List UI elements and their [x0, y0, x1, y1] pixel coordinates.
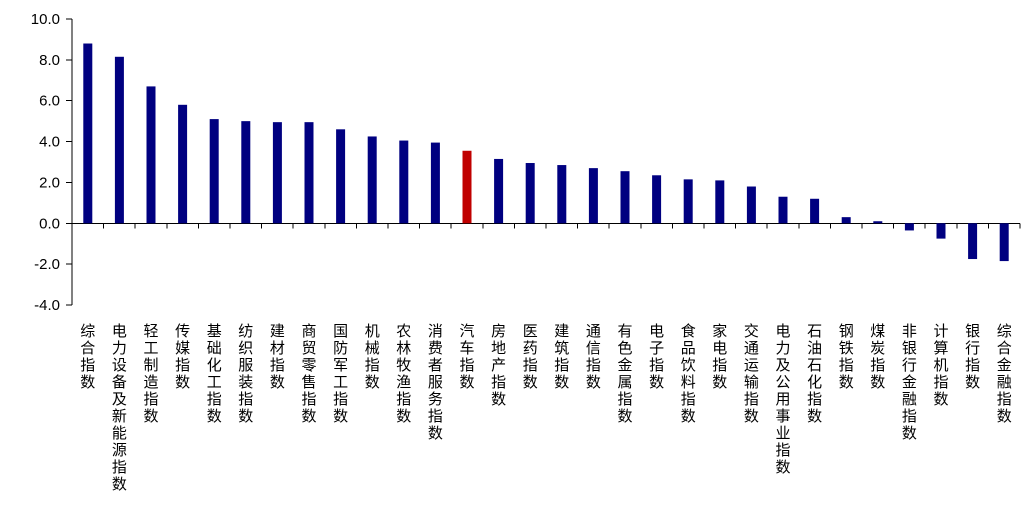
x-tick-label: 非银行金融指数	[902, 322, 917, 442]
bar-18	[620, 171, 630, 224]
x-tick-label: 纺织服装指数	[238, 322, 253, 425]
x-tick-label: 医药指数	[523, 322, 538, 391]
x-tick-label: 综合指数	[80, 322, 95, 391]
bar-3	[146, 86, 156, 224]
x-tick-label: 家电指数	[712, 322, 727, 391]
bar-26	[873, 221, 883, 224]
x-tick-label: 机械指数	[365, 322, 380, 391]
bar-16	[557, 165, 567, 224]
bar-17	[588, 168, 598, 224]
x-tick-label: 煤炭指数	[870, 322, 885, 391]
bar-12	[430, 142, 440, 224]
x-tick-label: 建材指数	[270, 322, 285, 391]
bar-13	[462, 150, 472, 224]
bar-5	[209, 119, 219, 224]
x-tick-label: 石油石化指数	[807, 322, 822, 425]
bar-2	[114, 56, 124, 224]
x-tick-label: 综合金融指数	[997, 322, 1012, 425]
bar-24	[810, 198, 820, 224]
bar-19	[652, 175, 662, 224]
x-tick-label: 银行指数	[965, 322, 980, 391]
x-tick-label: 电子指数	[649, 322, 664, 391]
bar-7	[272, 122, 282, 224]
bar-14	[494, 158, 504, 224]
x-tick-label: 交通运输指数	[744, 322, 759, 425]
y-tick-label: 4.0	[39, 134, 60, 151]
bars	[83, 43, 1009, 262]
x-tick-label: 电力及公用事业指数	[775, 322, 790, 476]
y-axis: 10.0 8.0 6.0 4.0 2.0 0.0 -2.0 -4.0	[31, 11, 73, 314]
y-tick-label: -4.0	[34, 297, 60, 314]
bar-29	[968, 223, 978, 260]
bar-1	[83, 43, 93, 224]
x-tick-label: 消费者服务指数	[428, 322, 443, 442]
x-tick-label: 传媒指数	[175, 322, 190, 391]
bar-10	[367, 136, 377, 224]
bar-27	[904, 223, 914, 231]
y-tick-label: 8.0	[39, 52, 60, 69]
y-tick-label: 2.0	[39, 174, 60, 191]
bar-15	[525, 163, 535, 224]
bar-30	[999, 223, 1009, 262]
y-tick-label: 0.0	[39, 215, 60, 232]
bar-9	[336, 129, 346, 224]
x-axis	[71, 222, 1021, 229]
x-tick-label: 通信指数	[586, 322, 601, 391]
x-tick-label: 计算机指数	[933, 322, 948, 408]
bar-25	[841, 217, 851, 224]
x-tick-label: 食品饮料指数	[681, 322, 696, 425]
bar-11	[399, 140, 409, 224]
bar-21	[715, 180, 725, 224]
x-tick-label: 基础化工指数	[207, 322, 222, 425]
bar-22	[746, 186, 756, 224]
x-tick-label: 有色金属指数	[617, 322, 632, 425]
x-tick-label: 农林牧渔指数	[396, 322, 411, 425]
x-tick-label: 电力设备及新能源指数	[112, 322, 127, 493]
x-tick-label: 国防军工指数	[333, 322, 348, 425]
x-tick-label: 商贸零售指数	[301, 322, 316, 425]
y-tick-label: 10.0	[31, 11, 60, 28]
bar-4	[178, 104, 188, 224]
bar-8	[304, 122, 314, 224]
x-tick-label: 房地产指数	[491, 322, 506, 408]
y-tick-label: 6.0	[39, 93, 60, 110]
x-tick-labels: 综合指数 电力设备及新能源指数 轻工制造指数 传媒指数 基础化工指数 纺织服装指数 建材指数…	[80, 322, 1011, 493]
bar-28	[936, 223, 946, 239]
x-tick-label: 建筑指数	[554, 322, 569, 391]
y-tick-label: -2.0	[34, 256, 60, 273]
bar-20	[683, 179, 693, 224]
bar-6	[241, 121, 251, 224]
x-tick-label: 轻工制造指数	[143, 322, 158, 425]
x-tick-label: 钢铁指数	[839, 322, 854, 391]
x-tick-label: 汽车指数	[459, 322, 474, 391]
bar-23	[778, 196, 788, 224]
